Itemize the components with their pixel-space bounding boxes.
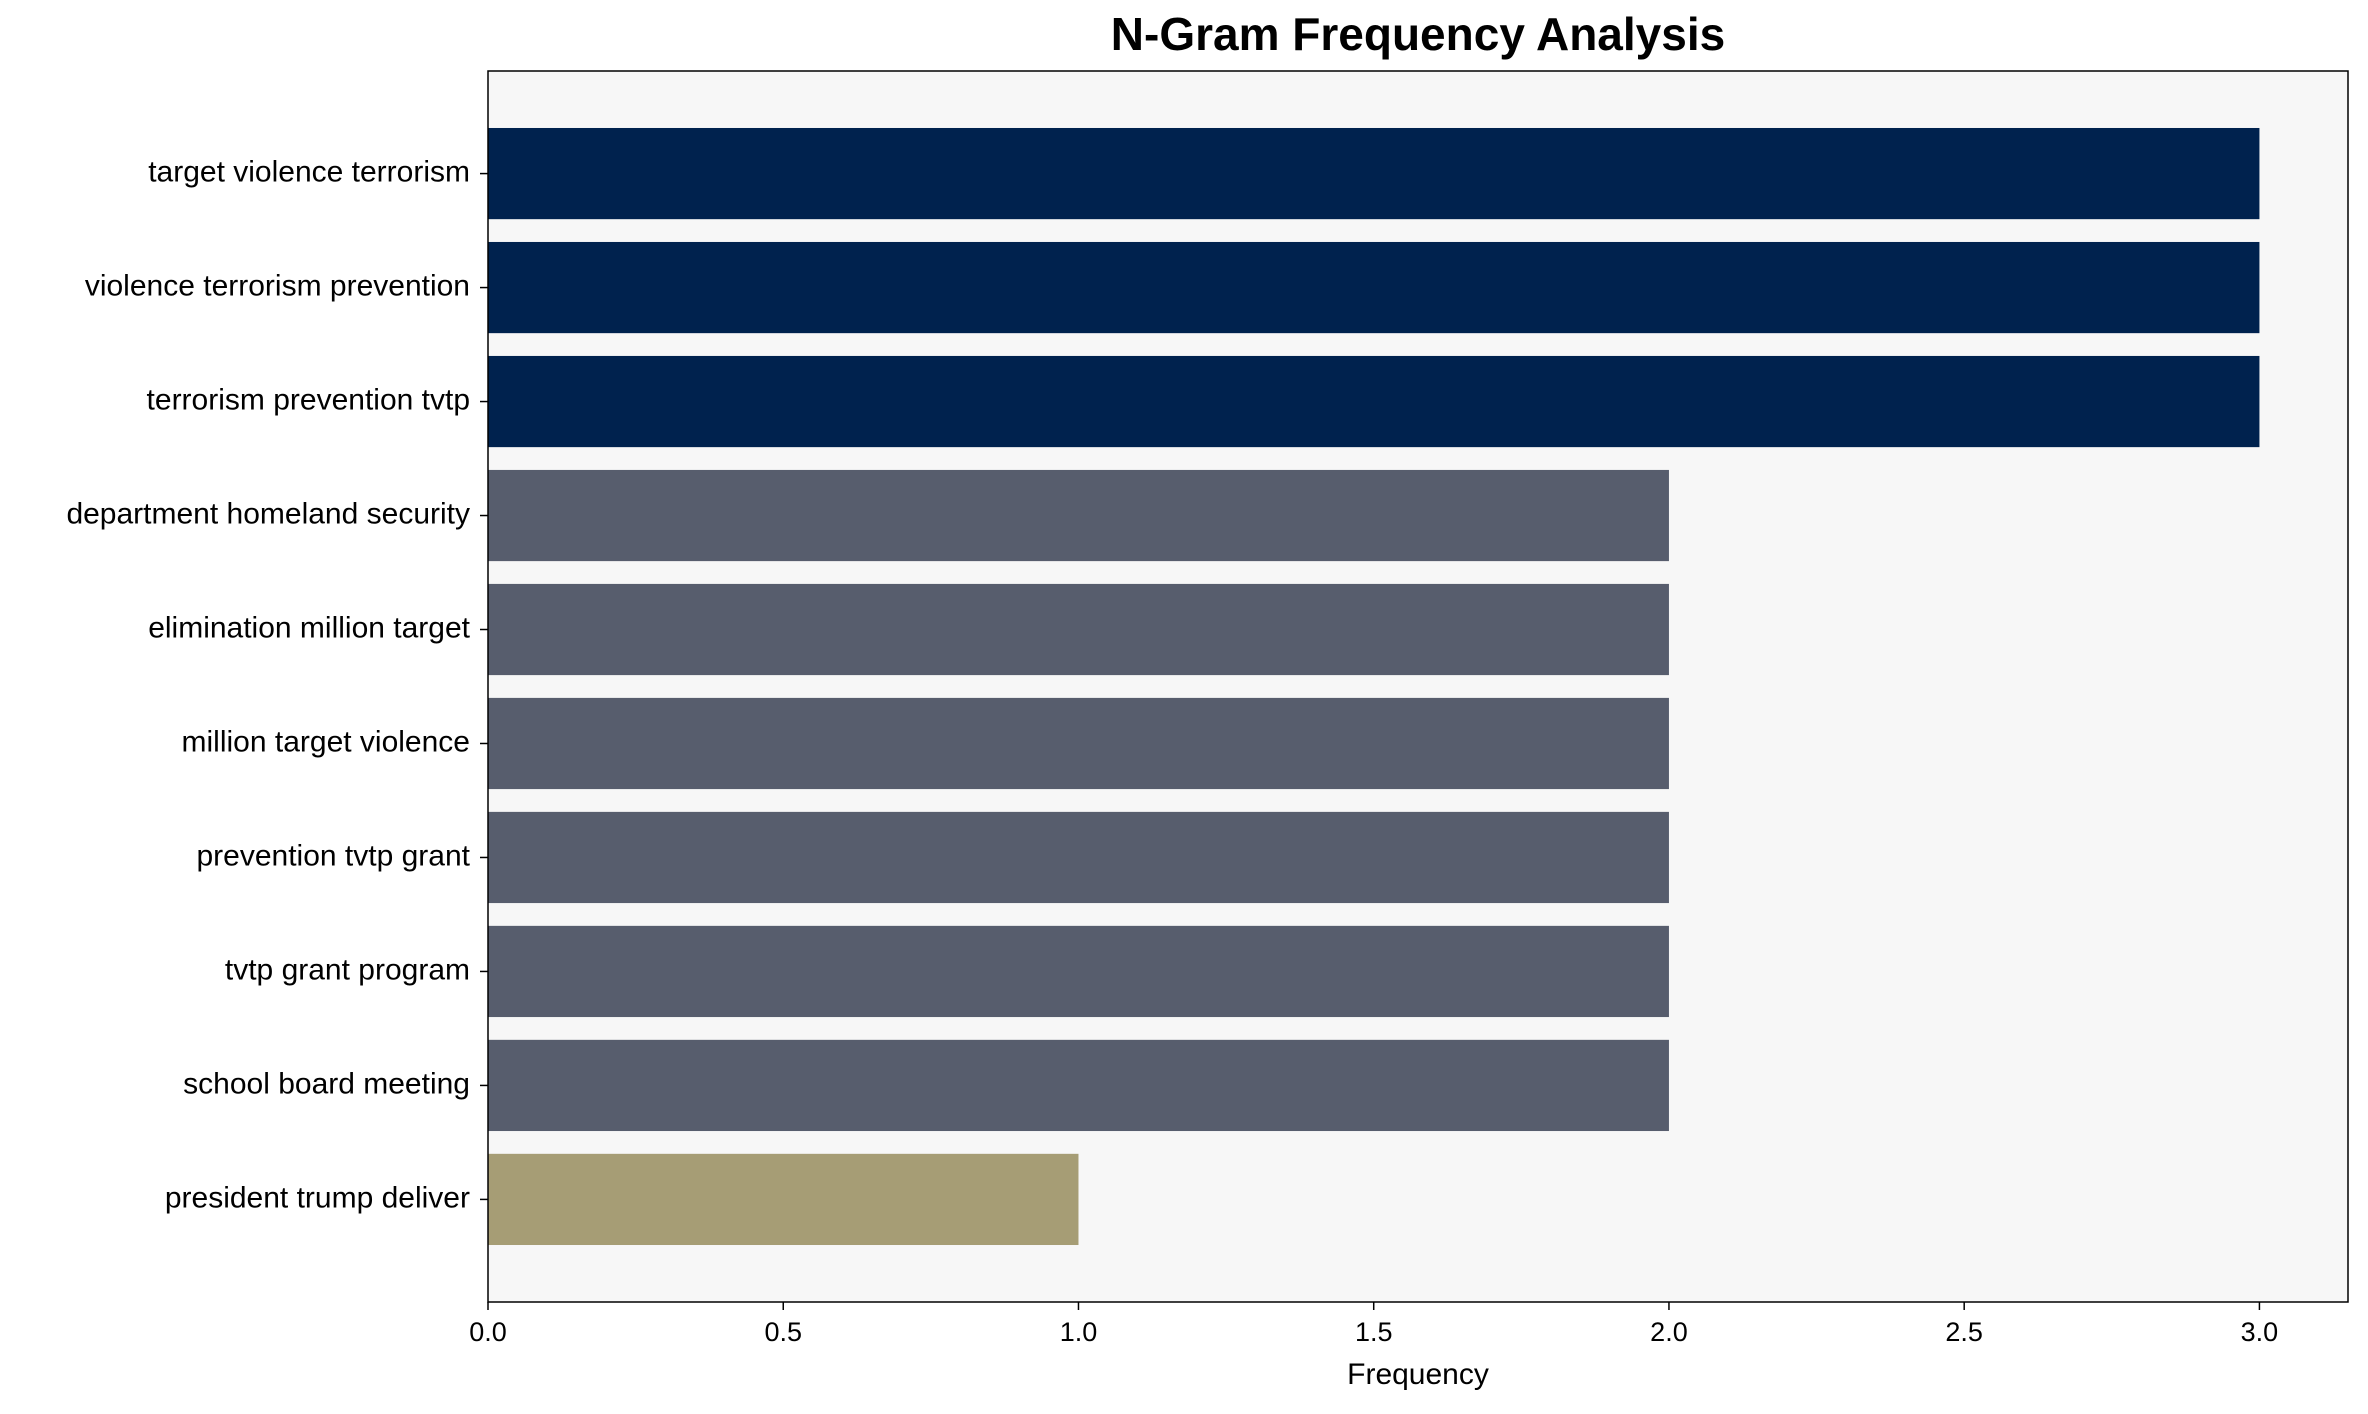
bar — [488, 697, 1669, 790]
bar — [488, 583, 1669, 676]
y-tick-label: tvtp grant program — [225, 953, 470, 986]
plot-frame — [487, 70, 2349, 1303]
y-tick-label: violence terrorism prevention — [85, 269, 470, 302]
bar — [488, 925, 1669, 1018]
chart-title: N-Gram Frequency Analysis — [1111, 8, 1725, 60]
x-tick-label: 1.5 — [1355, 1317, 1393, 1347]
bar — [488, 1153, 1079, 1246]
bar — [488, 127, 2260, 220]
bar — [488, 469, 1669, 562]
y-tick-label: president trump deliver — [165, 1181, 470, 1214]
x-tick-label: 0.5 — [764, 1317, 802, 1347]
y-tick-label: school board meeting — [183, 1067, 470, 1100]
x-tick-label: 2.0 — [1650, 1317, 1688, 1347]
y-tick-label: prevention tvtp grant — [196, 839, 470, 872]
y-tick-label: target violence terrorism — [148, 156, 470, 189]
bar — [488, 1039, 1669, 1132]
y-tick-label: terrorism prevention tvtp — [147, 383, 470, 416]
x-tick-label: 0.0 — [469, 1317, 507, 1347]
y-tick-label: elimination million target — [148, 611, 470, 644]
x-tick-label: 3.0 — [2241, 1317, 2279, 1347]
x-axis-label: Frequency — [1347, 1358, 1489, 1391]
y-tick-label: million target violence — [182, 725, 470, 758]
x-tick-label: 1.0 — [1060, 1317, 1098, 1347]
bar — [488, 241, 2260, 334]
bar — [488, 355, 2260, 448]
y-tick-label: department homeland security — [66, 497, 470, 530]
x-tick-label: 2.5 — [1945, 1317, 1983, 1347]
bar — [488, 811, 1669, 904]
